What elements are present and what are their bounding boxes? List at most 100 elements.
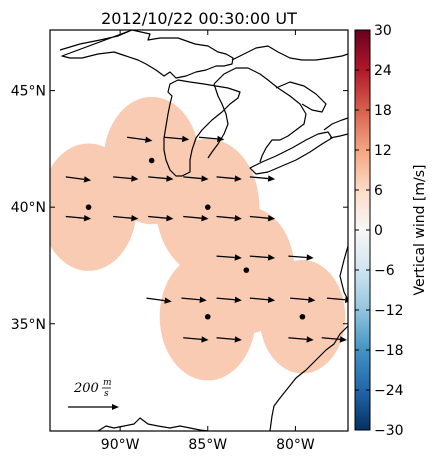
wind-vector-head [339,336,348,343]
x-tick-label-1: 85°W [188,437,227,453]
wind-vector-head [181,135,190,143]
wind-vector-shaft [326,297,346,301]
wind-vector-23 [290,296,316,303]
site-marker-4 [204,313,211,320]
wind-vector-head [145,136,153,143]
colorbar: 30 24 18 12 6 0 −6 −12 −18 −24 −30 Vertical wind [… [354,23,428,439]
wind-vector-head [199,296,207,303]
wind-vector-shaft [183,337,202,341]
colorbar-tick-label-8: −18 [374,343,404,359]
wind-vector-head [234,175,242,182]
wind-vector-shaft [163,136,183,140]
wind-vector-14 [216,214,242,222]
wind-vector-17 [249,254,276,261]
wind-vector-11 [113,214,139,222]
wind-vector-shaft [216,215,235,219]
wind-vector-shaft [249,297,269,301]
wind-vector-head [217,135,225,143]
wind-vector-shaft [198,136,218,140]
colorbar-tick-label-5: 0 [374,223,383,239]
fields-of-view [50,96,346,381]
lake-michigan-outline [163,79,241,177]
wind-vector-head [267,296,276,303]
wind-vector-head [377,297,384,303]
x-tick-label-2: 80°W [276,437,315,453]
site-marker-2 [204,204,211,210]
wind-vectors [15,135,384,343]
wind-vector-shaft [65,176,85,181]
reference-vector-unit-num: m [103,378,112,388]
atlantic-coast-outline [269,245,348,431]
wind-vector-head [234,296,242,303]
wind-vector-head [234,254,242,261]
wind-vector-shaft [216,255,235,259]
gulf-coast-outline [97,417,209,431]
colorbar-tick-label-1: 24 [374,63,392,79]
wind-vector-shaft [216,297,235,301]
wind-vector-shaft [148,215,167,219]
wind-vector-shaft [290,297,309,301]
wind-vector-shaft [113,215,132,219]
wind-vector-18 [288,254,314,261]
lake-huron-outline [207,67,307,163]
y-axis-ticks: 45°N 40°N 35°N [11,84,348,333]
radar-sites [85,157,306,320]
x-axis-ticks: 90°W 85°W 80°W [101,30,315,453]
lake-erie-outline [249,131,333,175]
wind-vector-head [234,336,242,343]
wind-vector-head [308,296,316,303]
y-tick-label-0: 45°N [11,84,46,100]
colorbar-ticks: 30 24 18 12 6 0 −6 −12 −18 −24 −30 [355,23,404,439]
wind-vector-21 [216,296,242,303]
colorbar-label: Vertical wind [m/s] [412,165,428,296]
wind-vector-shaft [321,337,341,341]
site-marker-1 [85,204,92,210]
wind-vector-29 [321,336,348,343]
wind-vector-24 [326,296,348,303]
wind-vector-15 [249,214,276,222]
wind-vector-head [33,216,40,222]
map-area: 200 m s [15,29,384,432]
wind-vector-10 [65,214,92,222]
wind-vector-head [306,254,314,261]
wind-vector-shaft [249,215,269,219]
colorbar-tick-label-3: 12 [374,143,392,159]
coastlines [59,30,348,431]
georgian-bay-outline [275,81,327,113]
wind-vector-head [83,176,92,183]
wind-vector-shaft [216,176,235,180]
wind-vector-head [166,214,174,222]
wind-vector-shaft [113,176,132,180]
wind-vector-9 [15,216,40,222]
reference-vector-number: 200 [73,381,99,396]
wind-vector-head [83,214,92,222]
wind-vector-shaft [148,176,167,180]
wind-vector-head [267,214,276,222]
wind-vector-26 [183,336,209,343]
colorbar-tick-label-6: −6 [374,263,395,279]
wind-vector-head [131,214,139,222]
y-tick-label-2: 35°N [11,317,46,333]
wind-vector-19 [146,297,172,304]
wind-vector-2 [198,135,225,143]
wind-vector-1 [163,135,190,143]
wind-vector-0 [127,136,153,143]
wind-vector-28 [288,336,314,343]
wind-vector-head [201,336,209,343]
site-marker-5 [299,313,306,320]
wind-vector-head [201,175,209,182]
field-of-view-1 [50,143,137,271]
wind-vector-shaft [146,297,165,302]
wind-vector-7 [216,175,242,182]
wind-vector-shaft [15,217,33,220]
colorbar-tick-label-9: −24 [374,383,404,399]
wind-vector-22 [249,296,276,303]
wind-vector-head [131,175,139,182]
wind-vector-6 [183,175,209,182]
site-marker-0 [148,157,155,164]
wind-vector-shaft [288,337,307,341]
lake-ontario-outline [323,117,348,139]
wind-vector-head [164,297,172,304]
colorbar-tick-label-4: 6 [374,183,383,199]
